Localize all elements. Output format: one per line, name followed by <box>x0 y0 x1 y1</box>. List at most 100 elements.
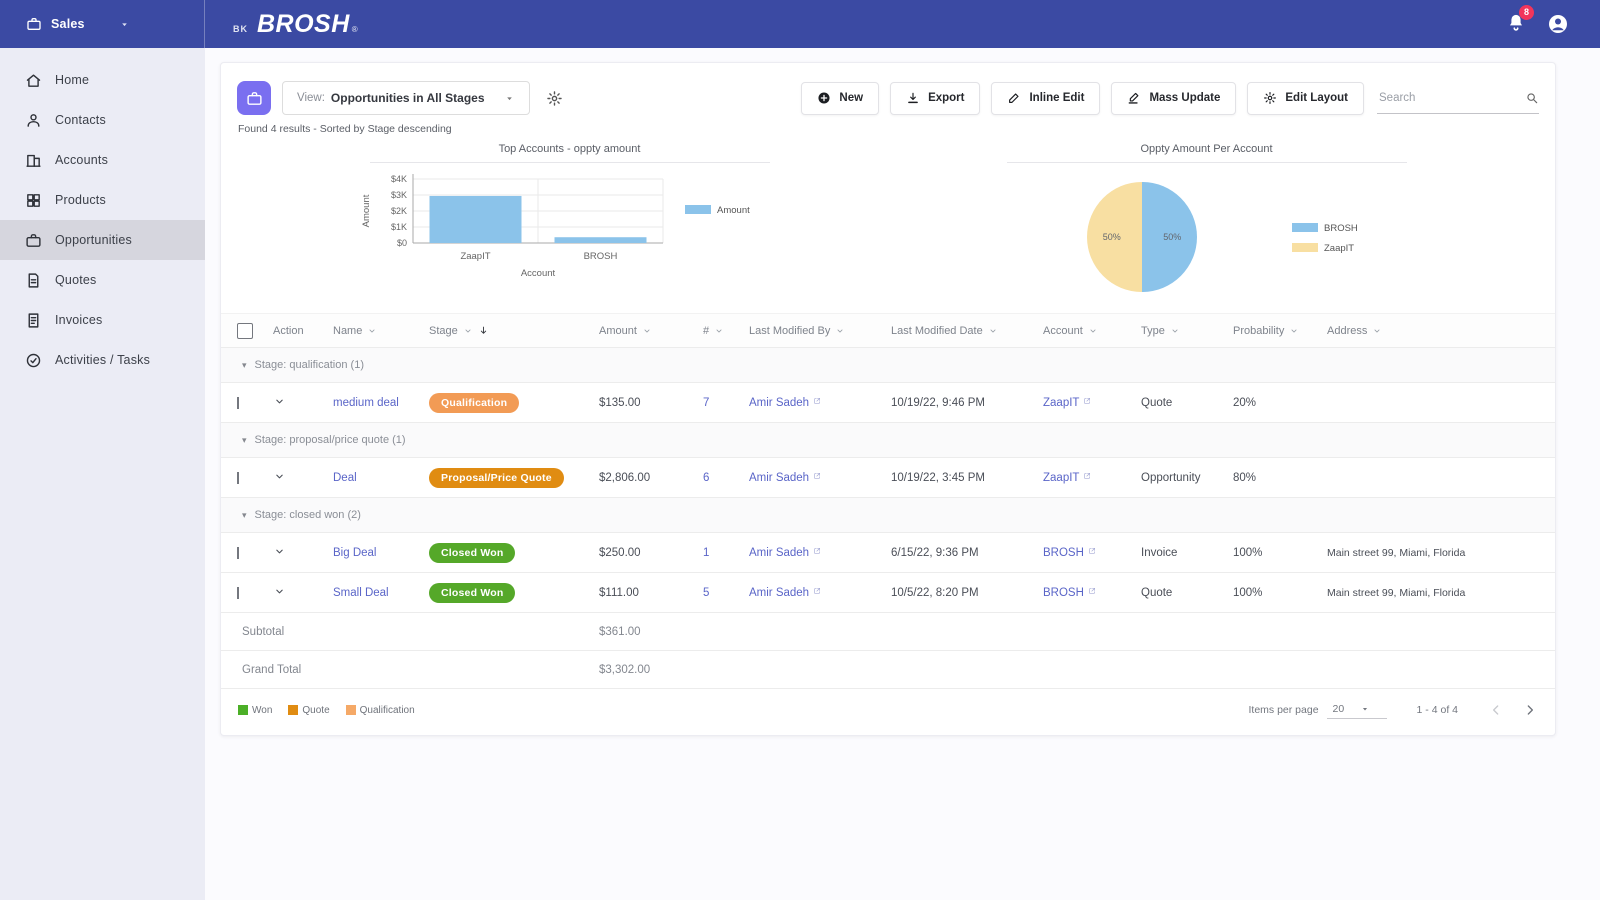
row-action-menu-icon[interactable] <box>273 395 286 408</box>
gear-icon <box>1263 91 1277 105</box>
inline-edit-button[interactable]: Inline Edit <box>991 81 1101 115</box>
column-header-stage[interactable]: Stage <box>429 325 599 337</box>
row-checkbox[interactable] <box>237 586 239 599</box>
legend-item-qualification: Qualification <box>345 705 415 716</box>
column-header-name[interactable]: Name <box>333 325 429 337</box>
chevron-down-icon[interactable] <box>835 326 845 336</box>
group-collapse-caret-icon: ▾ <box>242 509 247 520</box>
chevron-down-icon[interactable] <box>463 326 473 336</box>
stage-group-header[interactable]: ▾ Stage: closed won (2) <box>221 497 1555 532</box>
select-all-cell <box>237 322 273 339</box>
external-link-icon[interactable] <box>1088 547 1096 555</box>
modified-by-link[interactable]: Amir Sadeh <box>749 586 810 599</box>
sidebar-item-accounts[interactable]: Accounts <box>0 140 205 180</box>
sidebar-item-invoices[interactable]: Invoices <box>0 300 205 340</box>
column-header-action[interactable]: Action <box>273 325 333 337</box>
account-link[interactable]: BROSH <box>1043 546 1084 559</box>
column-header-account[interactable]: Account <box>1043 325 1141 337</box>
sidebar-item-home[interactable]: Home <box>0 60 205 100</box>
view-settings-gear-icon[interactable] <box>546 90 563 107</box>
external-link-icon[interactable] <box>1083 397 1091 405</box>
briefcase-icon <box>25 232 42 249</box>
column-header-num[interactable]: # <box>703 325 749 337</box>
legend-item-quote: Quote <box>288 705 330 716</box>
column-header-type[interactable]: Type <box>1141 325 1233 337</box>
button-label: Edit Layout <box>1285 92 1348 104</box>
new-button[interactable]: New <box>801 81 880 115</box>
record-number-link[interactable]: 1 <box>703 546 710 559</box>
sidebar-item-products[interactable]: Products <box>0 180 205 220</box>
modified-by-link[interactable]: Amir Sadeh <box>749 471 810 484</box>
stage-group-header[interactable]: ▾ Stage: proposal/price quote (1) <box>221 422 1555 457</box>
opportunities-table: Action Name Stage Amount # Last Modified By La… <box>221 313 1555 689</box>
account-link[interactable]: ZaapIT <box>1043 396 1080 409</box>
chevron-down-icon[interactable] <box>642 326 652 336</box>
search-input[interactable] <box>1377 90 1515 105</box>
next-page-button[interactable] <box>1522 702 1538 718</box>
cell-type: Quote <box>1141 396 1173 409</box>
row-action-menu-icon[interactable] <box>273 585 286 598</box>
external-link-icon[interactable] <box>1083 472 1091 480</box>
account-link[interactable]: ZaapIT <box>1043 471 1080 484</box>
chevron-down-icon[interactable] <box>714 326 724 336</box>
stage-group-header[interactable]: ▾ Stage: qualification (1) <box>221 347 1555 382</box>
grand-total-label: Grand Total <box>242 663 302 676</box>
modified-by-link[interactable]: Amir Sadeh <box>749 546 810 559</box>
pencil-icon <box>1007 91 1021 105</box>
modified-by-link[interactable]: Amir Sadeh <box>749 396 810 409</box>
opportunity-name-link[interactable]: Deal <box>333 471 357 484</box>
account-link[interactable]: BROSH <box>1043 586 1084 599</box>
cell-type: Opportunity <box>1141 471 1201 484</box>
chevron-down-icon[interactable] <box>1170 326 1180 336</box>
column-header-last-modified-date[interactable]: Last Modified Date <box>891 325 1043 337</box>
record-number-link[interactable]: 6 <box>703 471 710 484</box>
external-link-icon[interactable] <box>813 397 821 405</box>
main-content: View: Opportunities in All Stages New Exp… <box>205 48 1600 900</box>
activities-icon <box>25 352 42 369</box>
external-link-icon[interactable] <box>813 587 821 595</box>
column-header-last-modified-by[interactable]: Last Modified By <box>749 325 891 337</box>
cell-number: 5 <box>703 587 749 599</box>
button-label: Mass Update <box>1149 92 1221 104</box>
opportunity-name-link[interactable]: Small Deal <box>333 586 389 599</box>
sidebar-item-opportunities[interactable]: Opportunities <box>0 220 205 260</box>
column-header-label: Name <box>333 324 363 337</box>
row-action-menu-icon[interactable] <box>273 545 286 558</box>
column-header-amount[interactable]: Amount <box>599 325 703 337</box>
record-number-link[interactable]: 7 <box>703 396 710 409</box>
arrow-down-icon[interactable] <box>478 325 489 336</box>
account-circle-icon[interactable] <box>1546 12 1570 36</box>
external-link-icon[interactable] <box>813 547 821 555</box>
view-selector[interactable]: View: Opportunities in All Stages <box>282 81 530 115</box>
row-checkbox[interactable] <box>237 471 239 484</box>
external-link-icon[interactable] <box>813 472 821 480</box>
search-icon[interactable] <box>1525 91 1539 105</box>
app-switcher[interactable]: Sales <box>0 0 205 48</box>
column-header-probability[interactable]: Probability <box>1233 325 1327 337</box>
chevron-down-icon[interactable] <box>1372 326 1382 336</box>
external-link-icon[interactable] <box>1088 587 1096 595</box>
opportunities-card: View: Opportunities in All Stages New Exp… <box>220 62 1556 736</box>
sidebar-item-activities-tasks[interactable]: Activities / Tasks <box>0 340 205 380</box>
row-checkbox[interactable] <box>237 396 239 409</box>
opportunity-name-link[interactable]: medium deal <box>333 396 399 409</box>
mass-update-button[interactable]: Mass Update <box>1111 81 1237 115</box>
edit-layout-button[interactable]: Edit Layout <box>1247 81 1364 115</box>
sidebar-item-contacts[interactable]: Contacts <box>0 100 205 140</box>
items-per-page-select[interactable]: 20 <box>1326 701 1387 719</box>
sidebar-item-quotes[interactable]: Quotes <box>0 260 205 300</box>
chevron-down-icon[interactable] <box>367 326 377 336</box>
column-header-address[interactable]: Address <box>1327 325 1555 337</box>
chevron-down-icon[interactable] <box>988 326 998 336</box>
row-select-cell <box>237 546 273 559</box>
chevron-down-icon[interactable] <box>1088 326 1098 336</box>
previous-page-button[interactable] <box>1488 702 1504 718</box>
export-button[interactable]: Export <box>890 81 981 115</box>
select-all-checkbox[interactable] <box>237 322 253 339</box>
opportunity-name-link[interactable]: Big Deal <box>333 546 377 559</box>
chevron-down-icon[interactable] <box>1289 326 1299 336</box>
record-number-link[interactable]: 5 <box>703 586 710 599</box>
row-action-menu-icon[interactable] <box>273 470 286 483</box>
notifications-button[interactable]: 8 <box>1506 4 1534 37</box>
row-checkbox[interactable] <box>237 546 239 559</box>
